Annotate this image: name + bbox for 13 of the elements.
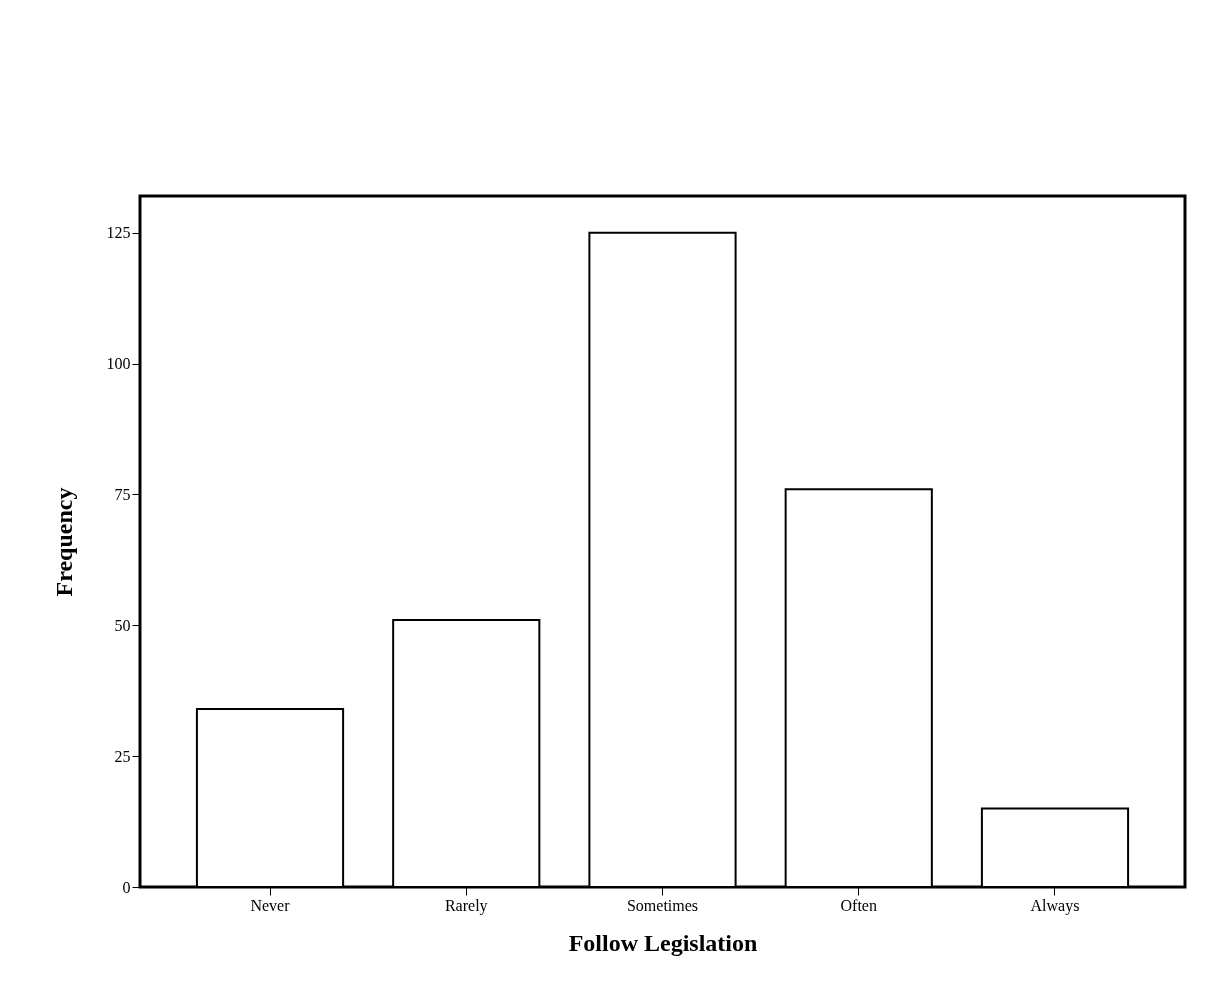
y-tick-label: 0	[122, 878, 131, 896]
x-tick-label: Rarely	[444, 896, 488, 915]
y-tick-label: 50	[114, 616, 131, 634]
y-tick-label: 125	[106, 224, 131, 242]
y-tick-label: 100	[106, 355, 131, 373]
x-tick-label: Never	[250, 896, 291, 914]
x-axis-title: Follow Legislation	[568, 929, 758, 956]
y-tick-label: 25	[114, 747, 131, 765]
y-tick-label: 75	[114, 485, 131, 503]
x-tick-label: Always	[1030, 896, 1080, 915]
y-axis-title: Frequency	[50, 487, 77, 597]
x-tick-label: Sometimes	[626, 896, 699, 914]
x-tick-label: Often	[840, 896, 877, 914]
